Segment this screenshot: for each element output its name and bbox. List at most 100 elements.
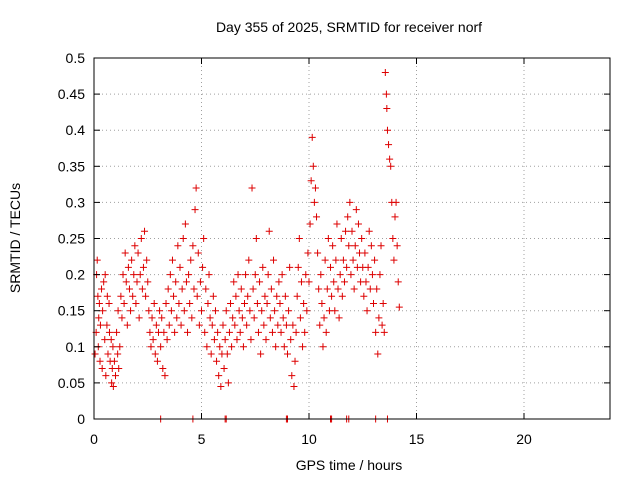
y-tick-label: 0.45	[58, 86, 85, 102]
data-point	[377, 242, 385, 250]
data-point	[376, 271, 384, 279]
data-point	[236, 328, 244, 336]
data-point	[159, 364, 167, 372]
data-point	[313, 213, 321, 221]
data-point	[291, 357, 299, 365]
data-point	[360, 292, 368, 300]
data-point	[383, 105, 391, 113]
data-point	[101, 336, 109, 344]
data-point	[168, 256, 176, 264]
data-point	[219, 321, 227, 329]
data-point	[333, 220, 341, 228]
data-point	[349, 256, 357, 264]
data-point	[370, 299, 377, 307]
data-point	[103, 321, 111, 329]
data-point	[178, 285, 186, 293]
data-point	[179, 235, 187, 242]
data-point	[94, 292, 102, 300]
data-point	[257, 350, 265, 358]
data-point	[151, 350, 159, 358]
data-point	[244, 292, 252, 300]
data-point	[247, 336, 255, 344]
data-point	[391, 213, 399, 221]
data-point	[194, 249, 202, 257]
data-point	[160, 328, 168, 336]
data-point	[252, 235, 260, 242]
data-point	[103, 292, 111, 300]
data-point	[302, 271, 310, 279]
data-point	[382, 90, 390, 98]
data-point	[294, 263, 302, 271]
data-point	[364, 263, 372, 271]
data-point	[249, 285, 257, 293]
data-point	[267, 285, 275, 293]
x-tick-label: 20	[516, 431, 532, 447]
data-point	[157, 343, 165, 351]
data-point	[324, 235, 332, 242]
data-point	[271, 307, 279, 315]
y-tick-label: 0	[77, 411, 85, 427]
data-point	[278, 271, 286, 279]
data-point	[290, 383, 298, 391]
data-point	[372, 328, 380, 336]
y-tick-labels: 0 0.05 0.1 0.15 0.2 0.25 0.3 0.35 0.4 0.45 0.5	[58, 50, 85, 427]
data-point	[132, 299, 140, 307]
data-point	[104, 350, 112, 358]
data-point	[161, 372, 169, 380]
data-point	[204, 299, 212, 307]
data-point	[142, 292, 150, 300]
data-point	[216, 343, 224, 351]
x-tick-label: 10	[301, 431, 317, 447]
data-point	[273, 292, 281, 300]
data-point	[96, 357, 104, 365]
data-point	[93, 256, 101, 264]
data-point	[264, 271, 272, 279]
data-point	[238, 314, 246, 322]
data-point	[395, 303, 403, 311]
data-point	[348, 227, 356, 235]
data-point	[261, 292, 269, 300]
data-point	[102, 372, 110, 380]
x-tick-label: 5	[198, 431, 206, 447]
data-point	[297, 278, 305, 286]
data-point	[351, 242, 359, 250]
chart-title: Day 355 of 2025, SRMTID for receiver nor…	[216, 19, 482, 35]
data-point	[336, 271, 344, 279]
data-point	[166, 271, 174, 279]
data-point	[107, 336, 115, 344]
data-point	[272, 343, 280, 351]
data-point	[149, 336, 157, 344]
data-point	[346, 198, 354, 206]
y-axis-label: SRMTID / TECUs	[7, 183, 23, 293]
data-point	[347, 271, 355, 279]
data-point	[120, 299, 128, 307]
data-point	[109, 343, 117, 351]
data-point	[375, 314, 383, 322]
data-point	[300, 299, 308, 307]
data-point	[239, 343, 247, 351]
data-point	[277, 328, 285, 336]
data-point	[344, 213, 352, 221]
data-point	[342, 227, 350, 235]
data-point	[327, 263, 334, 271]
data-point	[209, 292, 217, 300]
data-point	[211, 307, 219, 315]
data-point	[322, 328, 330, 336]
data-point	[191, 206, 199, 214]
data-point	[305, 278, 313, 286]
x-tick-label: 15	[409, 431, 425, 447]
data-point	[162, 299, 170, 307]
plot-frame	[93, 57, 611, 420]
data-point	[246, 307, 254, 315]
data-point	[205, 271, 213, 279]
data-point	[275, 278, 283, 286]
data-point	[268, 328, 276, 336]
y-tick-label: 0.05	[58, 375, 85, 391]
data-point	[141, 227, 149, 235]
data-point	[100, 278, 108, 286]
data-point	[374, 350, 382, 358]
data-point	[152, 321, 160, 329]
data-point	[367, 242, 375, 250]
grid-lines	[94, 58, 610, 419]
